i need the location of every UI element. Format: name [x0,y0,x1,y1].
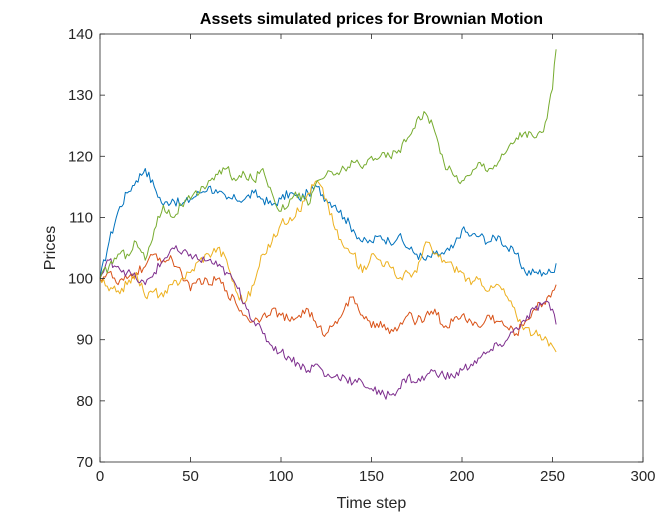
x-tick-label: 250 [540,468,565,485]
chart-title: Assets simulated prices for Brownian Mot… [200,11,543,28]
y-tick-label: 80 [76,393,93,410]
series-group [99,49,557,400]
y-axis-label: Prices [42,226,59,270]
x-tick-label: 0 [96,468,104,485]
x-tick-label: 100 [268,468,293,485]
series-line-2 [99,253,557,337]
plot-background [100,34,643,462]
x-tick-label: 200 [449,468,474,485]
x-tick-label: 150 [359,468,384,485]
y-tick-label: 110 [69,209,93,226]
x-tick-label: 50 [182,468,199,485]
x-tick-label: 300 [630,468,655,485]
y-tick-label: 100 [68,271,93,288]
y-tick-label: 120 [68,148,93,165]
series-line-1 [99,168,557,279]
x-axis: 0 50 100 150 200 250 300 [96,34,656,485]
y-tick-label: 90 [76,332,93,349]
y-tick-label: 130 [68,87,93,104]
y-tick-label: 70 [76,454,93,471]
x-axis-label: Time step [337,495,407,512]
series-line-5 [99,49,557,279]
y-tick-label: 140 [68,26,93,43]
y-axis: 70 80 90 100 110 120 130 140 [68,26,643,471]
series-line-4 [99,245,557,400]
series-line-3 [99,180,557,353]
